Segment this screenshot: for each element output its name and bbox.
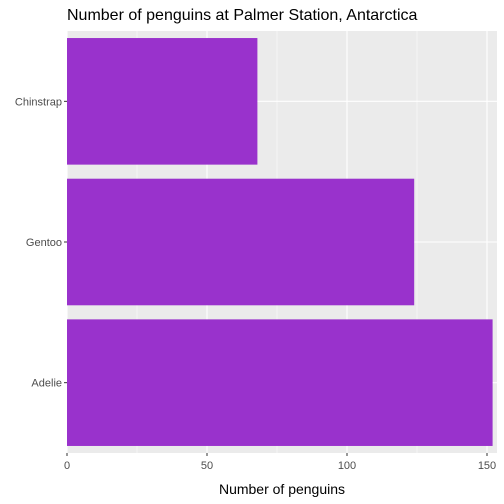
x-tick-label: 100 bbox=[338, 460, 356, 472]
bar-gentoo bbox=[67, 178, 415, 306]
y-tick-label: Chinstrap bbox=[15, 96, 62, 108]
x-axis-title: Number of penguins bbox=[219, 481, 345, 497]
bar-adelie bbox=[67, 319, 493, 446]
y-tick-label: Gentoo bbox=[26, 237, 62, 249]
x-tick-label: 150 bbox=[478, 460, 496, 472]
x-tick-label: 50 bbox=[201, 460, 213, 472]
x-axis: 0 50 100 150 bbox=[64, 453, 496, 472]
x-tick-label: 0 bbox=[64, 460, 70, 472]
y-axis: Adelie Gentoo Chinstrap bbox=[15, 96, 67, 390]
y-tick-label: Adelie bbox=[31, 378, 62, 390]
bar-chinstrap bbox=[67, 38, 258, 165]
chart-title: Number of penguins at Palmer Station, An… bbox=[67, 7, 418, 24]
bars bbox=[67, 38, 493, 446]
